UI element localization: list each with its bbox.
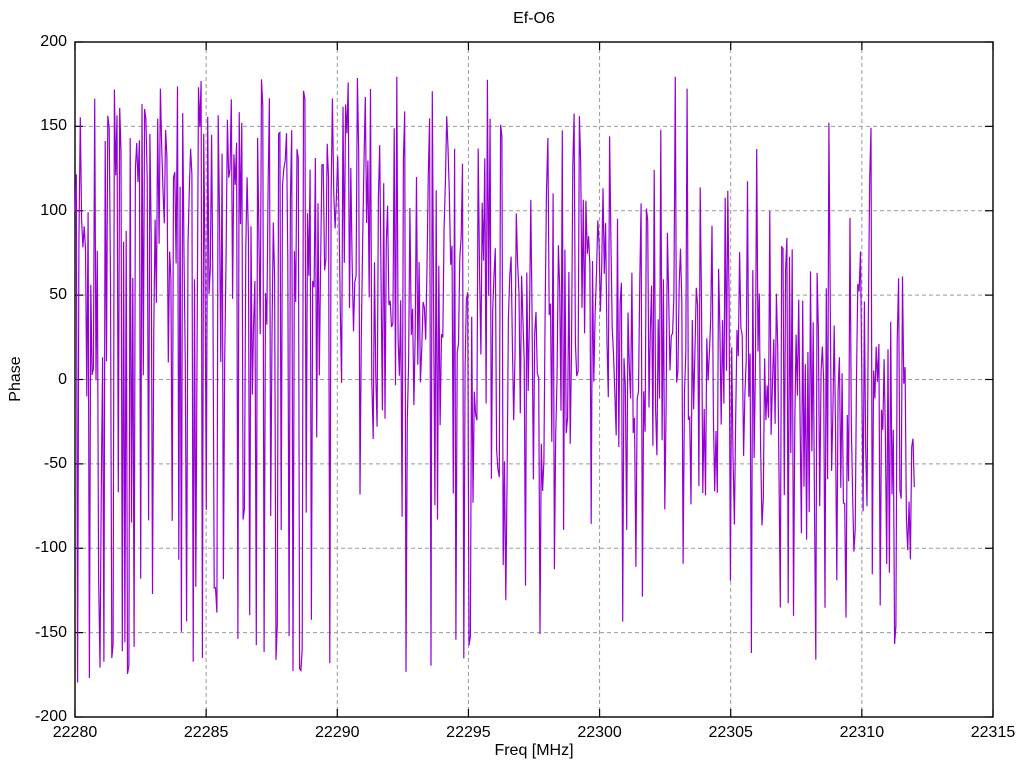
plot-border: [74, 41, 994, 718]
x-tick-label: 22305: [708, 724, 753, 741]
y-tick-label: -150: [34, 623, 67, 641]
y-tick-label: 50: [49, 286, 67, 304]
phase-trace: [74, 76, 915, 683]
x-tick-label: 22290: [315, 724, 360, 741]
x-axis-title: Freq [MHz]: [494, 742, 574, 759]
x-tick-label: 22280: [52, 724, 98, 741]
y-tick-label: -100: [34, 539, 67, 557]
y-tick-label: 200: [40, 33, 67, 50]
x-tick-label: 22300: [577, 724, 622, 741]
x-tick-label: 22310: [839, 724, 885, 741]
y-tick-label: -50: [43, 454, 67, 472]
chart-title: Ef-O6: [513, 10, 555, 27]
y-tick-label: -200: [34, 708, 67, 725]
y-tick-label: 0: [58, 370, 67, 388]
x-tick-label: 22295: [446, 724, 491, 741]
x-tick-label: 22285: [183, 724, 229, 741]
x-tick-label: 22315: [970, 724, 1016, 741]
y-tick-label: 150: [40, 117, 67, 135]
y-tick-label: 100: [40, 201, 67, 219]
